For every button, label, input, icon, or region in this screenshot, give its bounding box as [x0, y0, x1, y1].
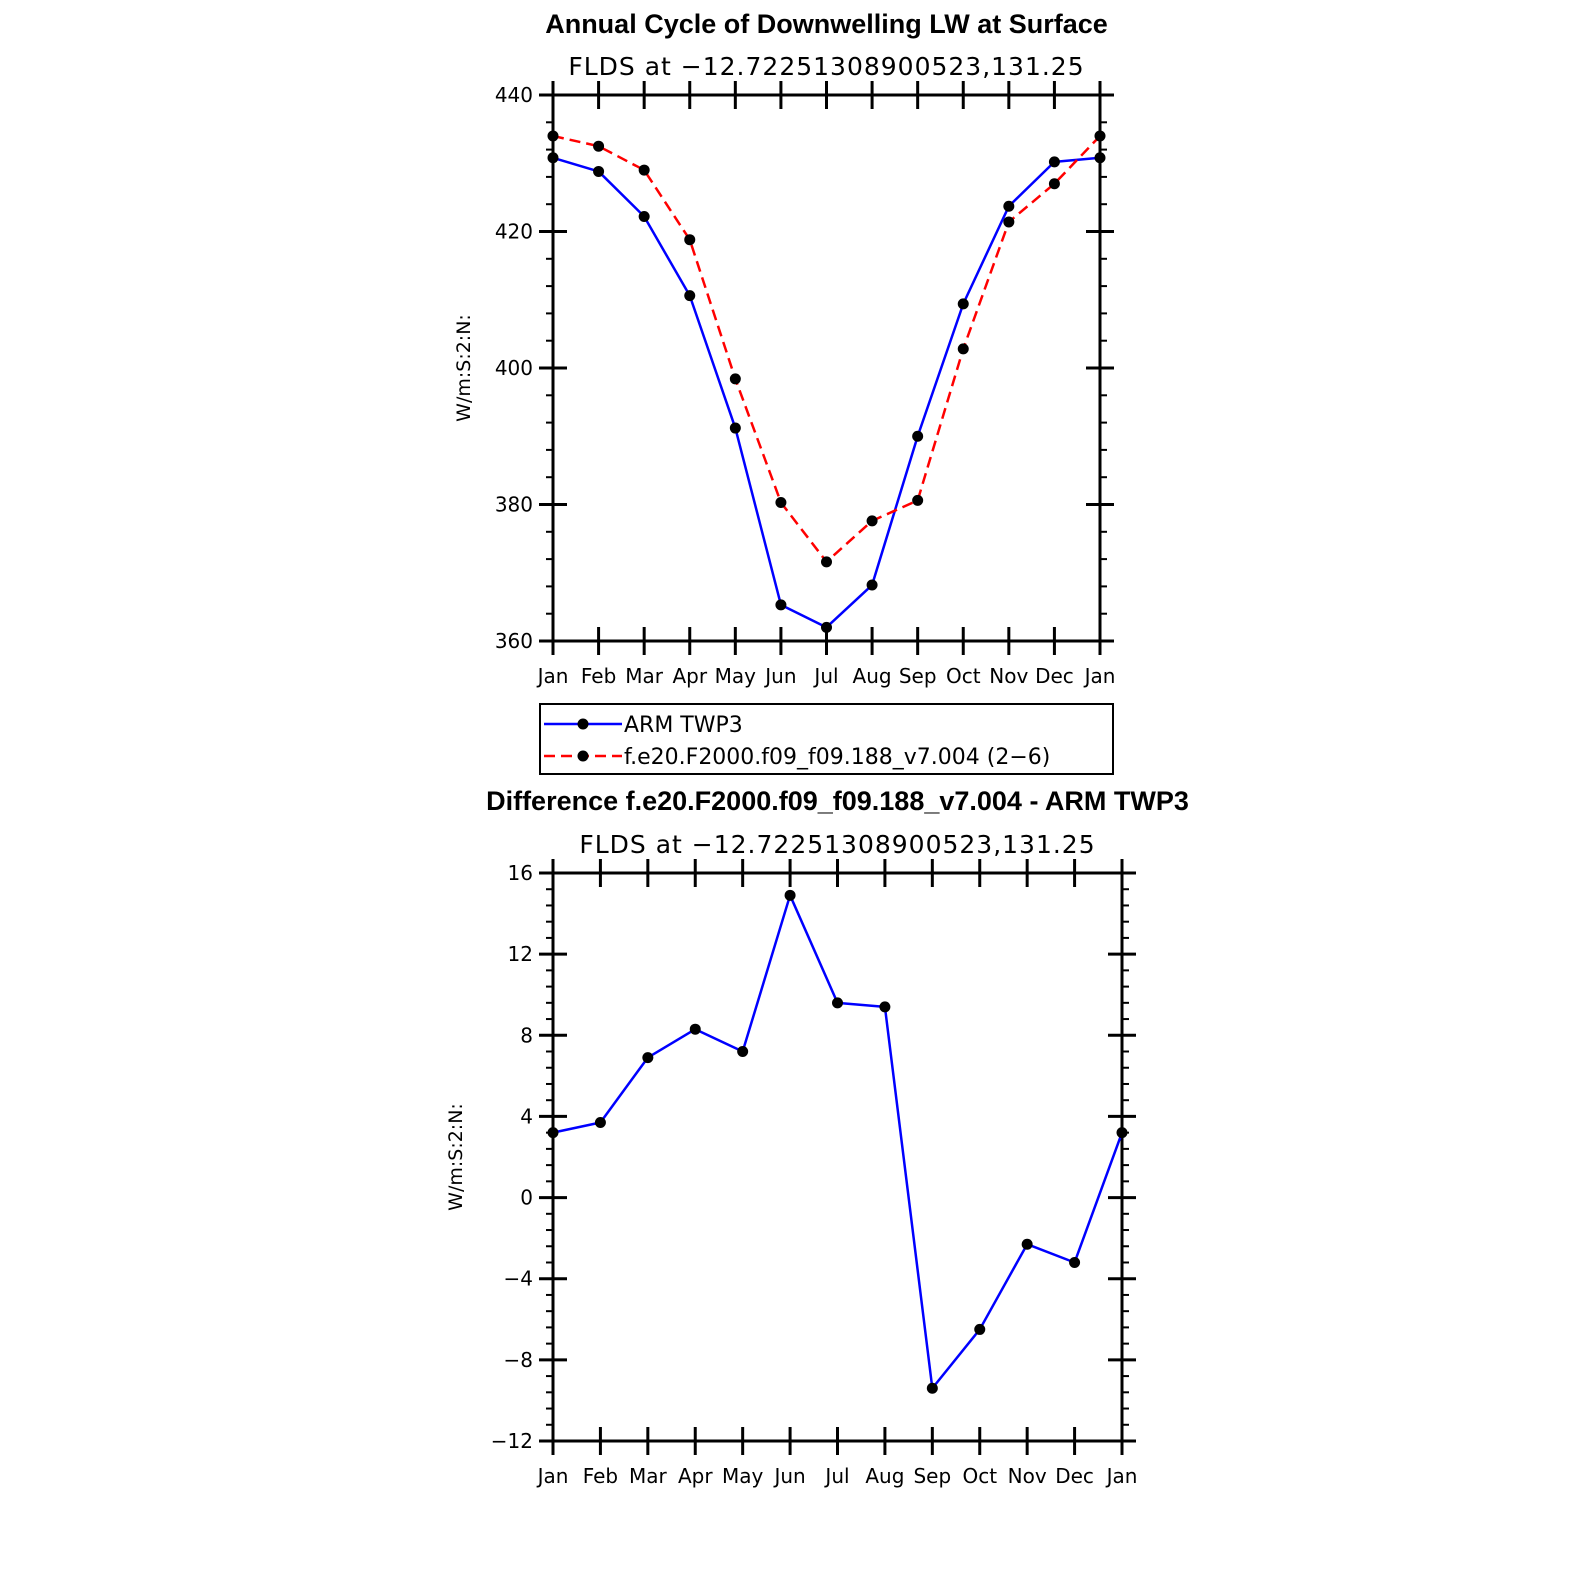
y-tick-label: 12 — [508, 942, 533, 966]
data-point — [866, 515, 878, 527]
x-tick-label: Jan — [1083, 664, 1116, 688]
data-point — [926, 1382, 938, 1394]
y-tick-label: 8 — [520, 1023, 533, 1047]
legend-swatch-marker — [577, 750, 589, 762]
chart-1: Annual Cycle of Downwelling LW at Surfac… — [453, 9, 1116, 775]
data-point — [832, 997, 843, 1009]
chart-2: Difference f.e20.F2000.f09_f09.188_v7.00… — [445, 786, 1189, 1488]
y-axis-label: W/m:S:2:N: — [453, 314, 475, 422]
data-point — [775, 599, 787, 611]
data-point — [866, 579, 878, 591]
x-tick-label: Jan — [536, 664, 569, 688]
data-point — [1003, 200, 1015, 212]
y-tick-label: 360 — [495, 629, 533, 653]
data-point — [684, 290, 696, 302]
x-tick-label: Nov — [1008, 1464, 1047, 1488]
chart-subtitle: FLDS at −12.72251308900523,131.25 — [579, 830, 1095, 859]
data-point — [638, 164, 650, 176]
data-point — [879, 1001, 891, 1013]
y-tick-label: 400 — [495, 356, 533, 380]
series-line-2 — [552, 134, 1101, 564]
data-point — [593, 165, 605, 177]
x-tick-label: Jun — [763, 664, 796, 688]
x-tick-label: Jun — [772, 1464, 805, 1488]
y-tick-label: 0 — [520, 1186, 533, 1210]
data-point — [1094, 152, 1106, 164]
legend-swatch-marker — [577, 718, 589, 730]
x-tick-label: Sep — [913, 1464, 951, 1488]
series-line-1 — [552, 894, 1124, 1390]
x-tick-label: Mar — [625, 664, 664, 688]
x-tick-label: Jan — [536, 1464, 569, 1488]
data-point — [689, 1023, 701, 1035]
x-tick-label: Mar — [629, 1464, 668, 1488]
y-tick-label: −8 — [504, 1348, 533, 1372]
data-point — [821, 621, 832, 633]
chart-subtitle: FLDS at −12.72251308900523,131.25 — [568, 52, 1084, 81]
y-tick-label: 420 — [495, 220, 533, 244]
y-tick-label: 440 — [495, 83, 533, 107]
x-tick-label: Aug — [853, 664, 892, 688]
data-point — [1003, 216, 1015, 228]
chart-title: Annual Cycle of Downwelling LW at Surfac… — [545, 9, 1108, 39]
data-point — [737, 1046, 749, 1058]
legend: ARM TWP3 f.e20.F2000.f09_f09.188_v7.004 (… — [539, 703, 1114, 775]
x-tick-label: Apr — [678, 1464, 713, 1488]
data-point — [638, 210, 650, 222]
x-tick-label: Oct — [962, 1464, 997, 1488]
data-point — [547, 152, 559, 164]
legend-label: f.e20.F2000.f09_f09.188_v7.004 (2−6) — [624, 745, 1050, 770]
data-point — [821, 556, 832, 568]
x-tick-label: Feb — [581, 664, 616, 688]
x-tick-label: Jan — [1105, 1464, 1138, 1488]
data-point — [729, 422, 741, 434]
x-tick-label: Sep — [899, 664, 937, 688]
legend-label: ARM TWP3 — [624, 713, 743, 738]
plot-frame — [551, 871, 1124, 1443]
x-tick-label: Feb — [583, 1464, 618, 1488]
y-axis-label: W/m:S:2:N: — [445, 1103, 467, 1211]
data-point — [1116, 1127, 1128, 1139]
data-point — [593, 140, 605, 152]
data-point — [957, 298, 969, 310]
data-point — [547, 1127, 559, 1139]
y-tick-label: 380 — [495, 493, 533, 517]
chart-title: Difference f.e20.F2000.f09_f09.188_v7.00… — [486, 786, 1189, 816]
data-point — [1069, 1256, 1081, 1268]
x-tick-label: Jul — [812, 664, 838, 688]
y-tick-label: −12 — [491, 1429, 533, 1453]
x-tick-label: Oct — [946, 664, 981, 688]
x-tick-label: Aug — [865, 1464, 904, 1488]
x-tick-label: Nov — [989, 664, 1028, 688]
data-point — [1048, 156, 1060, 168]
x-tick-label: Apr — [672, 664, 707, 688]
data-point — [1094, 130, 1106, 142]
data-point — [957, 343, 969, 355]
x-tick-label: Dec — [1035, 664, 1074, 688]
data-point — [912, 494, 924, 506]
data-point — [594, 1117, 606, 1129]
legend-box — [539, 703, 1114, 775]
x-tick-label: May — [722, 1464, 764, 1488]
data-point — [684, 234, 696, 246]
data-point — [642, 1052, 654, 1064]
y-tick-label: 4 — [520, 1104, 533, 1128]
x-tick-label: Jul — [823, 1464, 849, 1488]
x-tick-label: Dec — [1055, 1464, 1094, 1488]
x-tick-label: May — [715, 664, 757, 688]
y-tick-label: −4 — [504, 1267, 533, 1291]
data-point — [775, 496, 787, 508]
data-point — [1048, 178, 1060, 190]
data-point — [784, 889, 796, 901]
data-point — [1021, 1238, 1033, 1250]
y-tick-label: 16 — [508, 861, 533, 885]
data-point — [729, 373, 741, 385]
data-point — [547, 130, 559, 142]
data-point — [974, 1323, 986, 1335]
data-point — [912, 430, 924, 442]
